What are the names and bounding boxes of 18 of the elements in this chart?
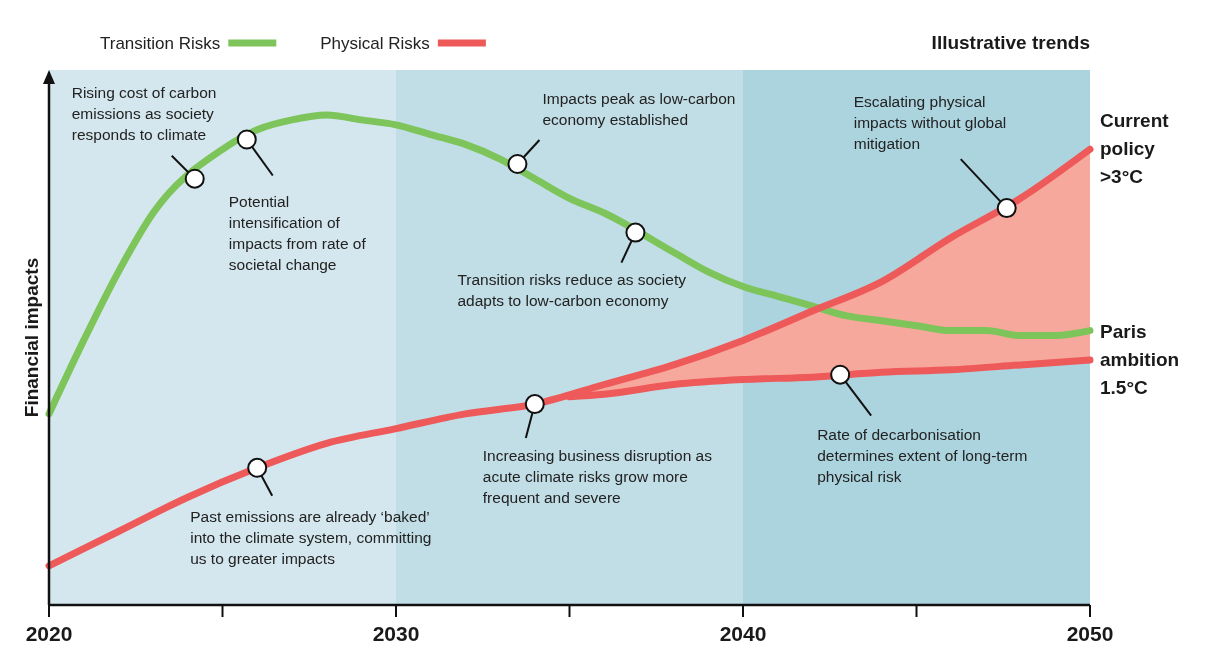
- y-axis-title: Financial impacts: [21, 257, 42, 418]
- annotation: Potential intensification of impacts from rate of societal change: [228, 192, 367, 273]
- annotation: Impacts peak as low-carbon economy established: [542, 90, 736, 128]
- annotation: Rate of decarbonisation determines extent of long-term physical risk: [817, 425, 1028, 485]
- annotation: Increasing business disruption as acute climate risks grow more frequent and severe: [482, 447, 713, 507]
- legend-label: Transition Risks: [100, 34, 221, 53]
- x-tick-label: 2040: [719, 622, 767, 645]
- x-tick-label: 2030: [372, 622, 420, 645]
- annotation: Transition risks reduce as society adapts to low-carbon economy: [457, 270, 687, 309]
- annotation: Rising cost of carbon emissions as society responds to climate: [71, 83, 217, 143]
- chart-subtitle: Illustrative trends: [931, 32, 1090, 53]
- x-tick-label: 2020: [25, 622, 73, 645]
- legend-label: Physical Risks: [320, 34, 430, 53]
- annotation: Escalating physical impacts without global mitigation: [853, 93, 1007, 153]
- x-tick-label: 2050: [1066, 622, 1114, 645]
- annotation: Current policy >3°C: [1100, 110, 1170, 188]
- annotation: Paris ambition 1.5°C: [1100, 321, 1180, 398]
- annotation: Past emissions are already ‘baked’ into the climate system, committing us to greater impacts: [190, 507, 432, 567]
